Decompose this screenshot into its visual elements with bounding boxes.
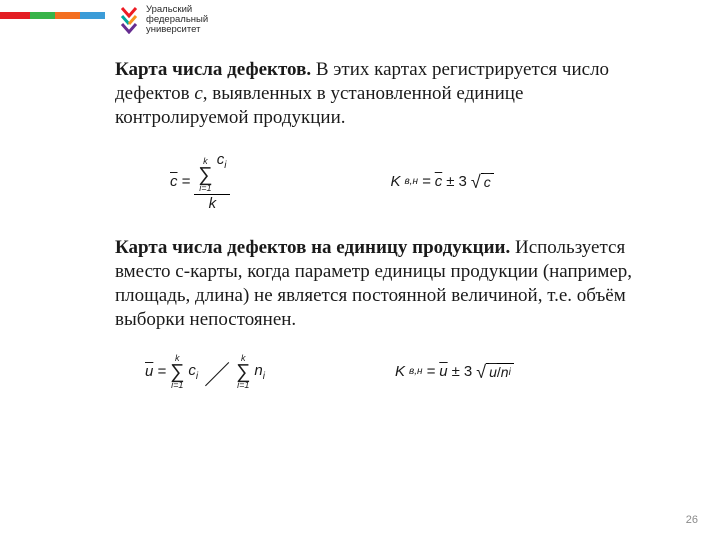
f2-sum2-term-sub: i [263, 371, 265, 382]
f1-sum-bottom: i=1 [199, 184, 211, 193]
f2r-pm: ± [452, 363, 460, 380]
f2-sum1-bottom: i=1 [171, 381, 183, 390]
sum-icon: k ∑ i=1 [198, 157, 212, 193]
f1r-coef: 3 [458, 173, 466, 190]
eq-sign-2: = [157, 363, 166, 380]
sqrt-icon: √c [471, 173, 494, 191]
logo-text: Уральский федеральный университет [146, 5, 208, 35]
f2r-K: K [395, 363, 405, 380]
f1-denominator: k [205, 195, 221, 212]
f2-lhs: u [145, 363, 153, 380]
formula-row-1: c = k ∑ i=1 ci k Kв,н [170, 151, 645, 212]
f1r-Ksub: в,н [404, 176, 418, 187]
f2r-Ksub: в,н [409, 366, 423, 377]
f2r-rnum: u [489, 364, 497, 380]
f2r-coef: 3 [464, 363, 472, 380]
slide-root: Уральский федеральный университет Карта … [0, 0, 720, 540]
f2r-rden-sub: i [509, 367, 511, 378]
f1r-eq: = [422, 173, 431, 190]
f2r-mean: u [439, 363, 447, 380]
big-slash-icon: ／ [204, 355, 230, 392]
logo-text-line3: университет [146, 25, 208, 35]
f1-lhs: c [170, 173, 178, 190]
section1-title: Карта числа дефектов. [115, 59, 311, 80]
slide-header: Уральский федеральный университет [0, 0, 720, 42]
header-stripes [0, 12, 105, 19]
formula-row-2: u = k ∑ i=1 ci ／ k ∑ i=1 ni Kв,н = [145, 353, 645, 390]
sqrt-icon-2: √u/ni [476, 363, 514, 381]
slide-body: Карта числа дефектов. В этих картах реги… [115, 58, 645, 414]
f2-sum1-term: c [188, 362, 196, 379]
f1r-mean: c [435, 173, 443, 190]
sum-icon-2b: k ∑ i=1 [236, 354, 250, 390]
f2-sum2-bottom: i=1 [237, 381, 249, 390]
section1-paragraph: Карта числа дефектов. В этих картах реги… [115, 58, 645, 129]
f2-sum2-term: n [254, 362, 262, 379]
f2-sum1-term-sub: i [196, 371, 198, 382]
page-number: 26 [686, 514, 698, 526]
formula2-left: u = k ∑ i=1 ci ／ k ∑ i=1 ni [145, 353, 265, 390]
section2-paragraph: Карта числа дефектов на единицу продукци… [115, 236, 645, 331]
logo-mark-icon [118, 6, 140, 34]
formula1-left: c = k ∑ i=1 ci k [170, 151, 230, 212]
sum-icon-2a: k ∑ i=1 [170, 354, 184, 390]
f1r-K: K [390, 173, 400, 190]
section1-var: c [194, 83, 202, 104]
university-logo: Уральский федеральный университет [118, 5, 208, 35]
f1-fraction: k ∑ i=1 ci k [194, 151, 230, 212]
f2r-eq: = [427, 363, 436, 380]
section2-title: Карта числа дефектов на единицу продукци… [115, 237, 510, 258]
f2r-rden: n [501, 364, 509, 380]
f1-sum-term-sub: i [224, 160, 226, 171]
f1r-pm: ± [446, 173, 454, 190]
eq-sign: = [182, 173, 191, 190]
f1r-radicand: c [484, 174, 491, 190]
formula2-right: Kв,н = u ± 3√u/ni [395, 363, 514, 381]
formula1-right: Kв,н = c ± 3 √c [390, 173, 493, 191]
